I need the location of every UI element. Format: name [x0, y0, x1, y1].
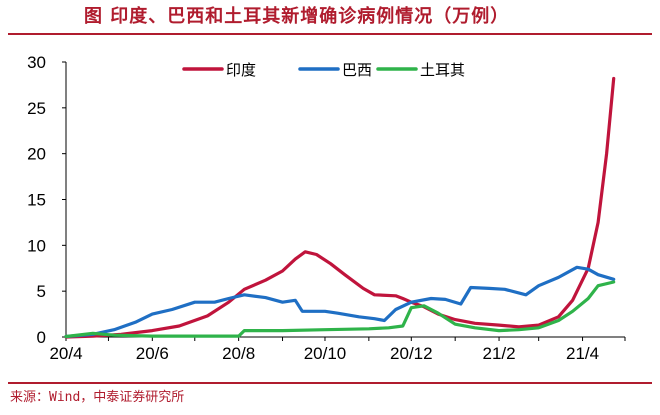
chart-series	[64, 76, 616, 339]
series-line-1	[64, 265, 616, 339]
y-tick-label: 5	[37, 282, 46, 301]
legend-label-1: 巴西	[342, 61, 372, 79]
y-tick-label: 25	[27, 99, 46, 118]
x-tick-label: 20/12	[390, 344, 433, 363]
series-line-0	[64, 76, 616, 339]
x-tick-label: 20/10	[304, 344, 347, 363]
chart-axes: 0 5 10 15 20 25 30 20/4 20/6 20/8 20/10 20/12 21/2 21…	[27, 53, 626, 363]
x-tick-label: 20/6	[136, 344, 169, 363]
y-tick-label: 30	[27, 53, 46, 72]
y-tick-label: 10	[27, 236, 46, 255]
footer-divider	[8, 382, 652, 384]
x-tick-label: 21/2	[483, 344, 516, 363]
chart-title: 图 印度、巴西和土耳其新增确诊病例情况（万例）	[84, 6, 510, 27]
x-tick-label: 20/8	[222, 344, 255, 363]
legend-label-0: 印度	[226, 61, 256, 79]
y-tick-label: 0	[37, 328, 46, 347]
y-tick-label: 20	[27, 145, 46, 164]
chart-legend: 印度 巴西 土耳其	[182, 61, 465, 79]
x-tick-label: 21/4	[566, 344, 599, 363]
x-tick-label: 20/4	[49, 344, 82, 363]
series-line-2	[64, 280, 616, 339]
legend-label-2: 土耳其	[420, 61, 465, 79]
title-divider	[8, 33, 652, 35]
y-tick-label: 15	[27, 191, 46, 210]
source-note: 来源：Wind，中泰证券研究所	[10, 390, 185, 405]
